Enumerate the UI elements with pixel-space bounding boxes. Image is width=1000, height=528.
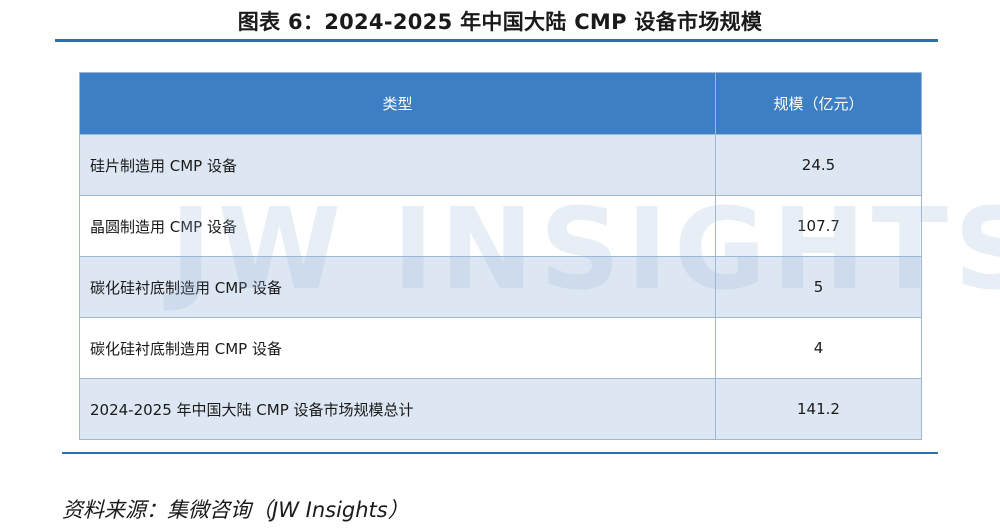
row-value: 24.5 [715, 134, 922, 196]
footer-divider [62, 452, 938, 454]
row-value: 107.7 [715, 195, 922, 257]
page-title: 图表 6：2024-2025 年中国大陆 CMP 设备市场规模 [237, 10, 763, 34]
market-size-table: 类型 规模（亿元） 硅片制造用 CMP 设备 24.5 晶圆制造用 CMP 设备… [79, 72, 922, 440]
table-row: 硅片制造用 CMP 设备 24.5 [79, 134, 922, 196]
row-type: 2024-2025 年中国大陆 CMP 设备市场规模总计 [79, 378, 716, 440]
row-value: 141.2 [715, 378, 922, 440]
table-row: 晶圆制造用 CMP 设备 107.7 [79, 195, 922, 257]
table-header-row: 类型 规模（亿元） [79, 72, 922, 135]
row-value: 5 [715, 256, 922, 318]
table-row-total: 2024-2025 年中国大陆 CMP 设备市场规模总计 141.2 [79, 378, 922, 440]
row-value: 4 [715, 317, 922, 379]
table-row: 碳化硅衬底制造用 CMP 设备 4 [79, 317, 922, 379]
table-row: 碳化硅衬底制造用 CMP 设备 5 [79, 256, 922, 318]
header-size: 规模（亿元） [715, 72, 922, 135]
row-type: 晶圆制造用 CMP 设备 [79, 195, 716, 257]
title-divider [55, 39, 938, 42]
source-note: 资料来源：集微咨询（JW Insights） [62, 498, 409, 522]
row-type: 硅片制造用 CMP 设备 [79, 134, 716, 196]
row-type: 碳化硅衬底制造用 CMP 设备 [79, 256, 716, 318]
row-type: 碳化硅衬底制造用 CMP 设备 [79, 317, 716, 379]
header-type: 类型 [79, 72, 716, 135]
